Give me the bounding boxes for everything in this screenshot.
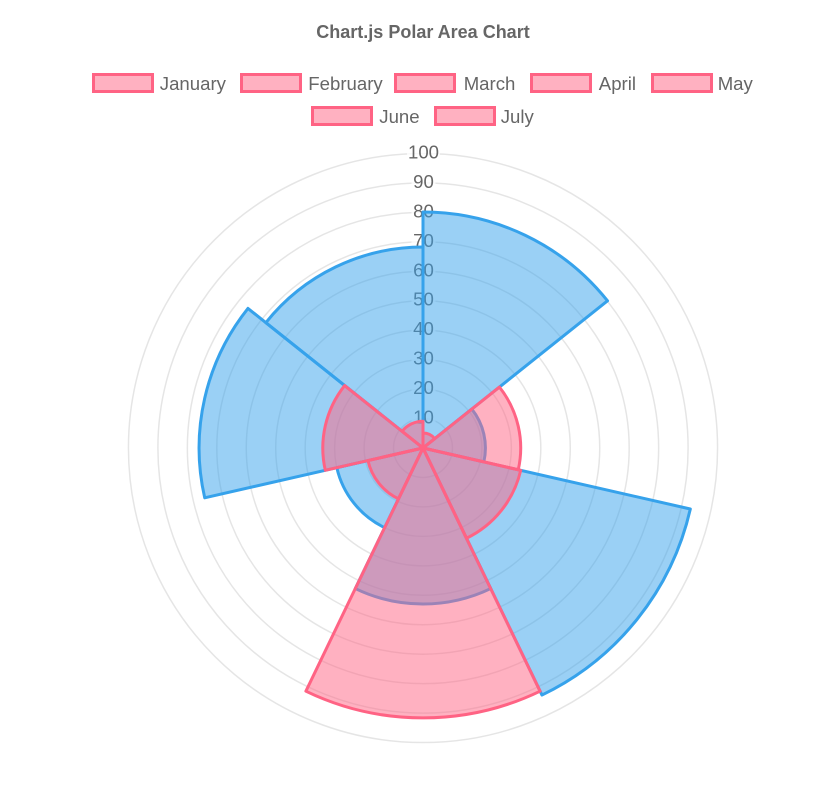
svg-text:100: 100 — [408, 141, 439, 162]
svg-text:90: 90 — [413, 171, 434, 192]
